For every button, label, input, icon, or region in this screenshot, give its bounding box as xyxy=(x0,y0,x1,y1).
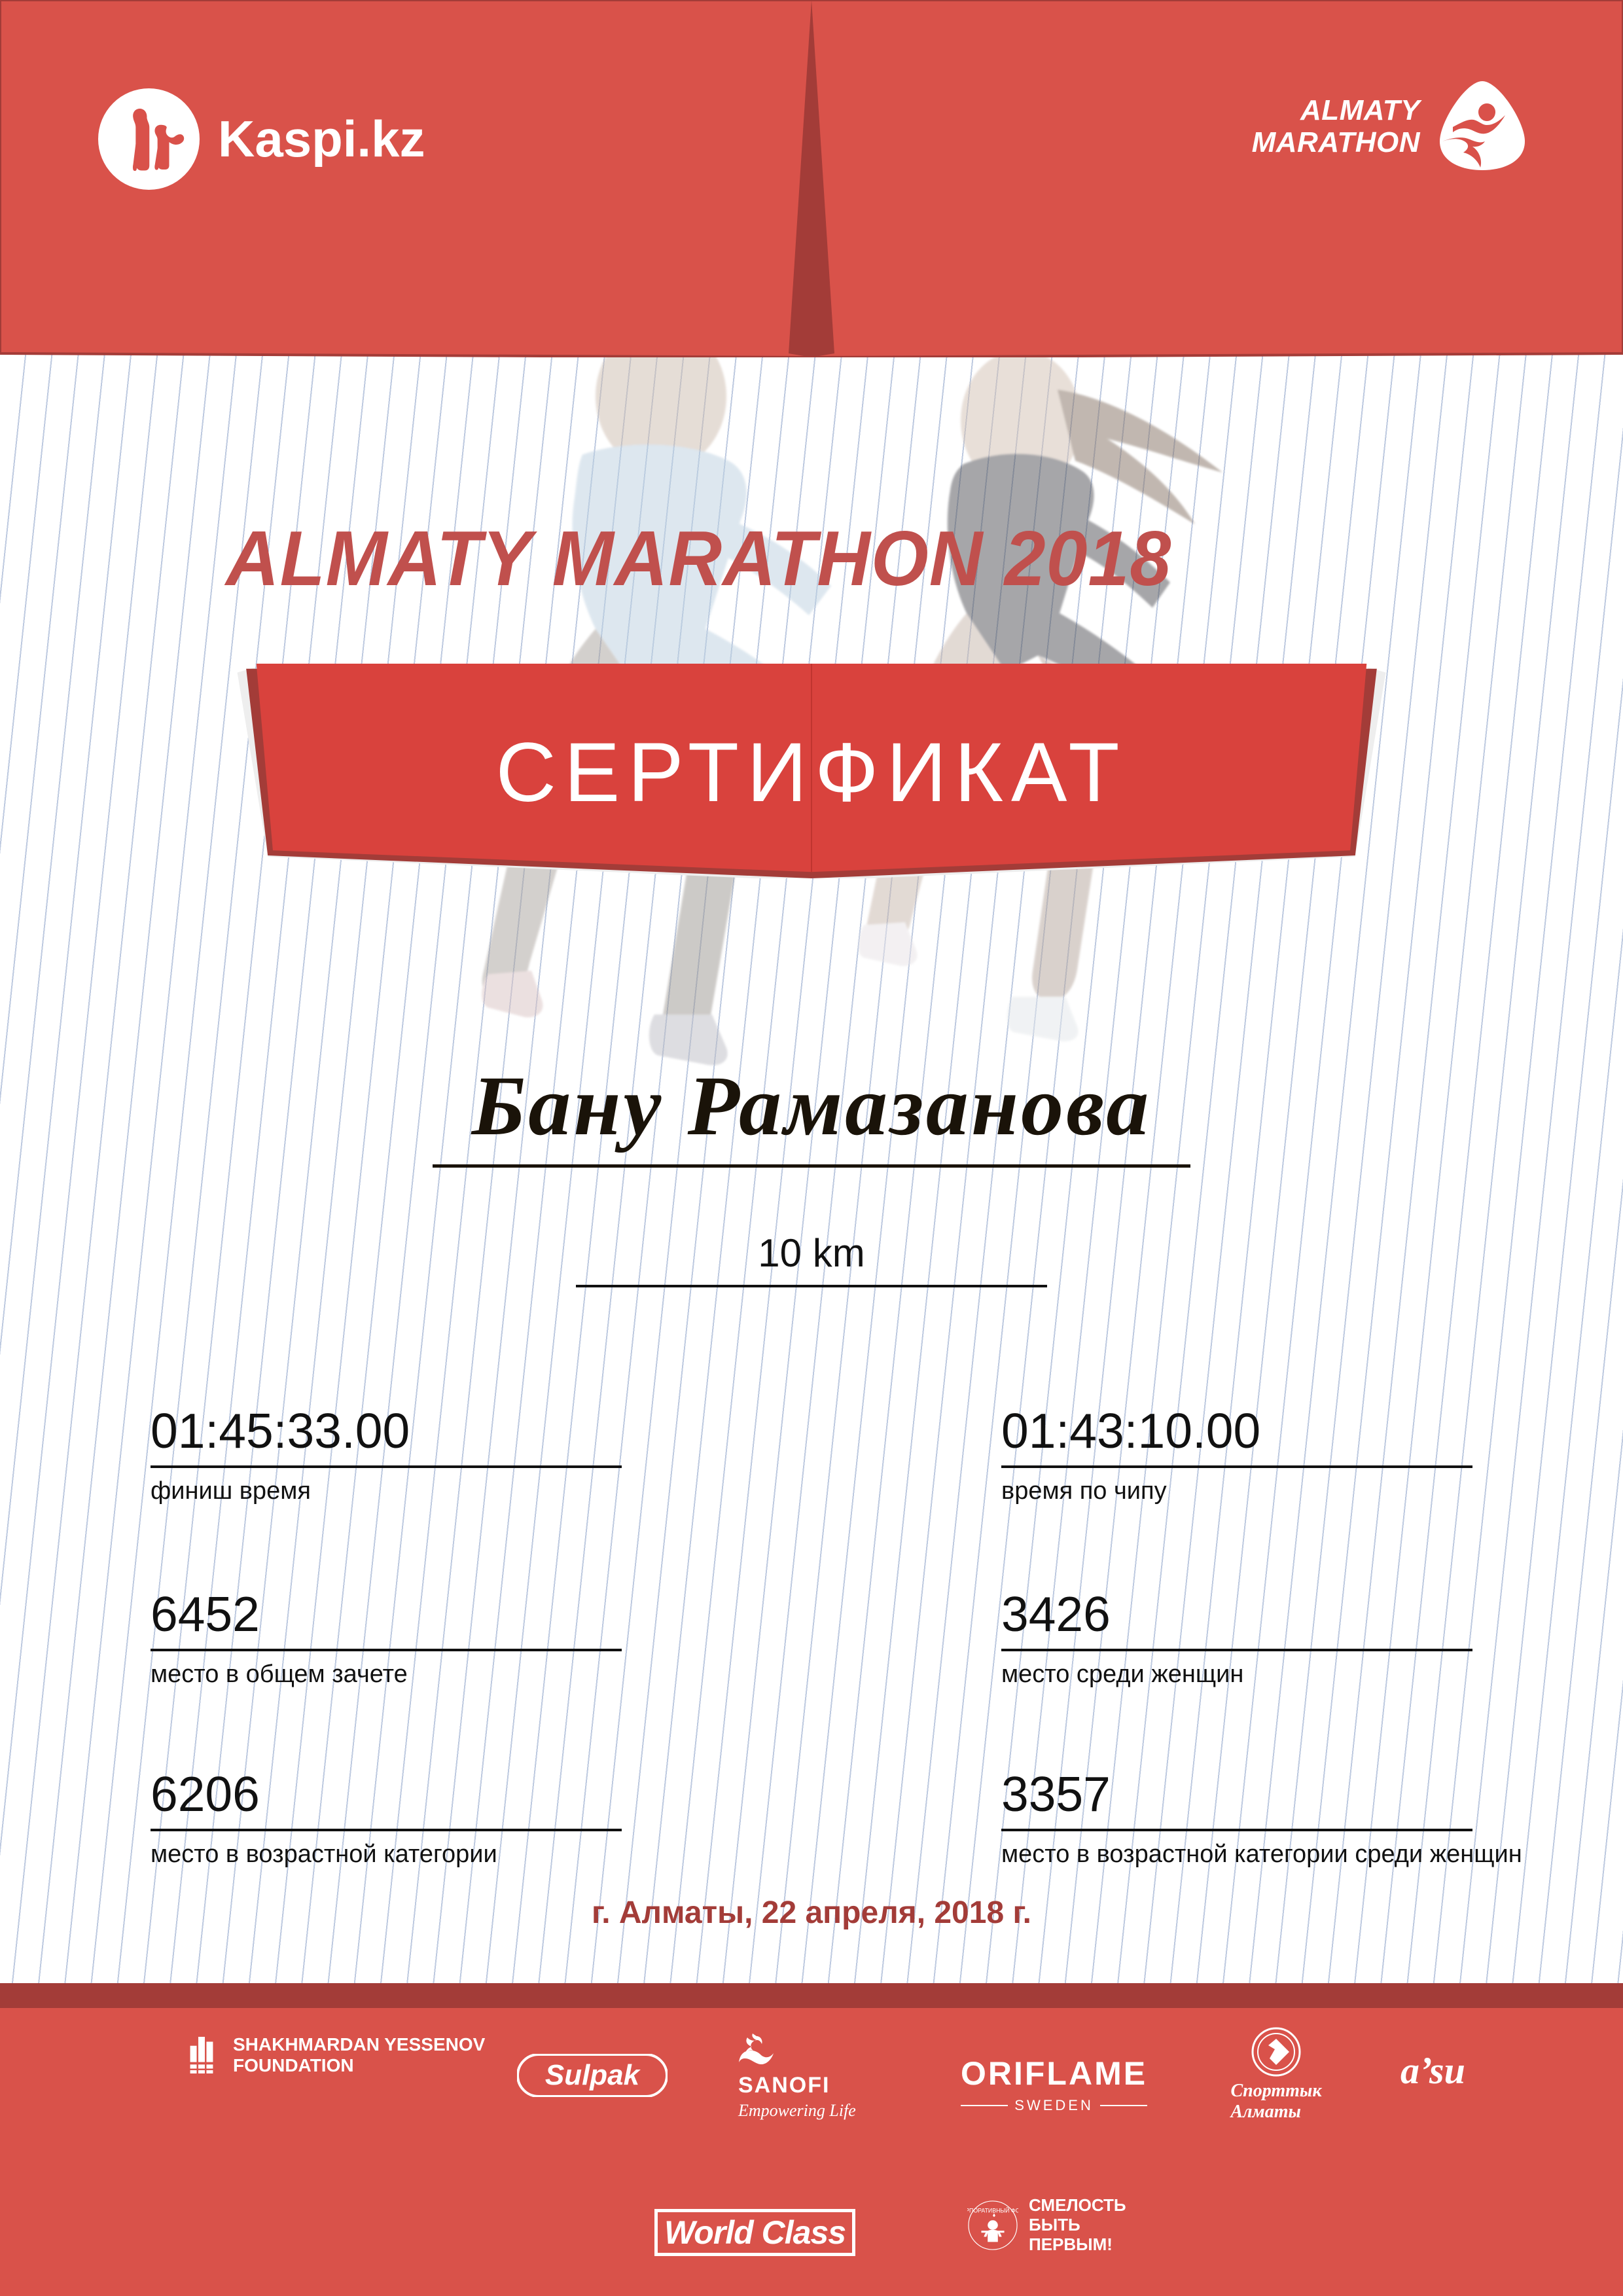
svg-text:Sulpak: Sulpak xyxy=(545,2059,641,2091)
svg-text:КОРПОРАТИВНЫЙ ФОНД: КОРПОРАТИВНЫЙ ФОНД xyxy=(967,2206,1018,2214)
